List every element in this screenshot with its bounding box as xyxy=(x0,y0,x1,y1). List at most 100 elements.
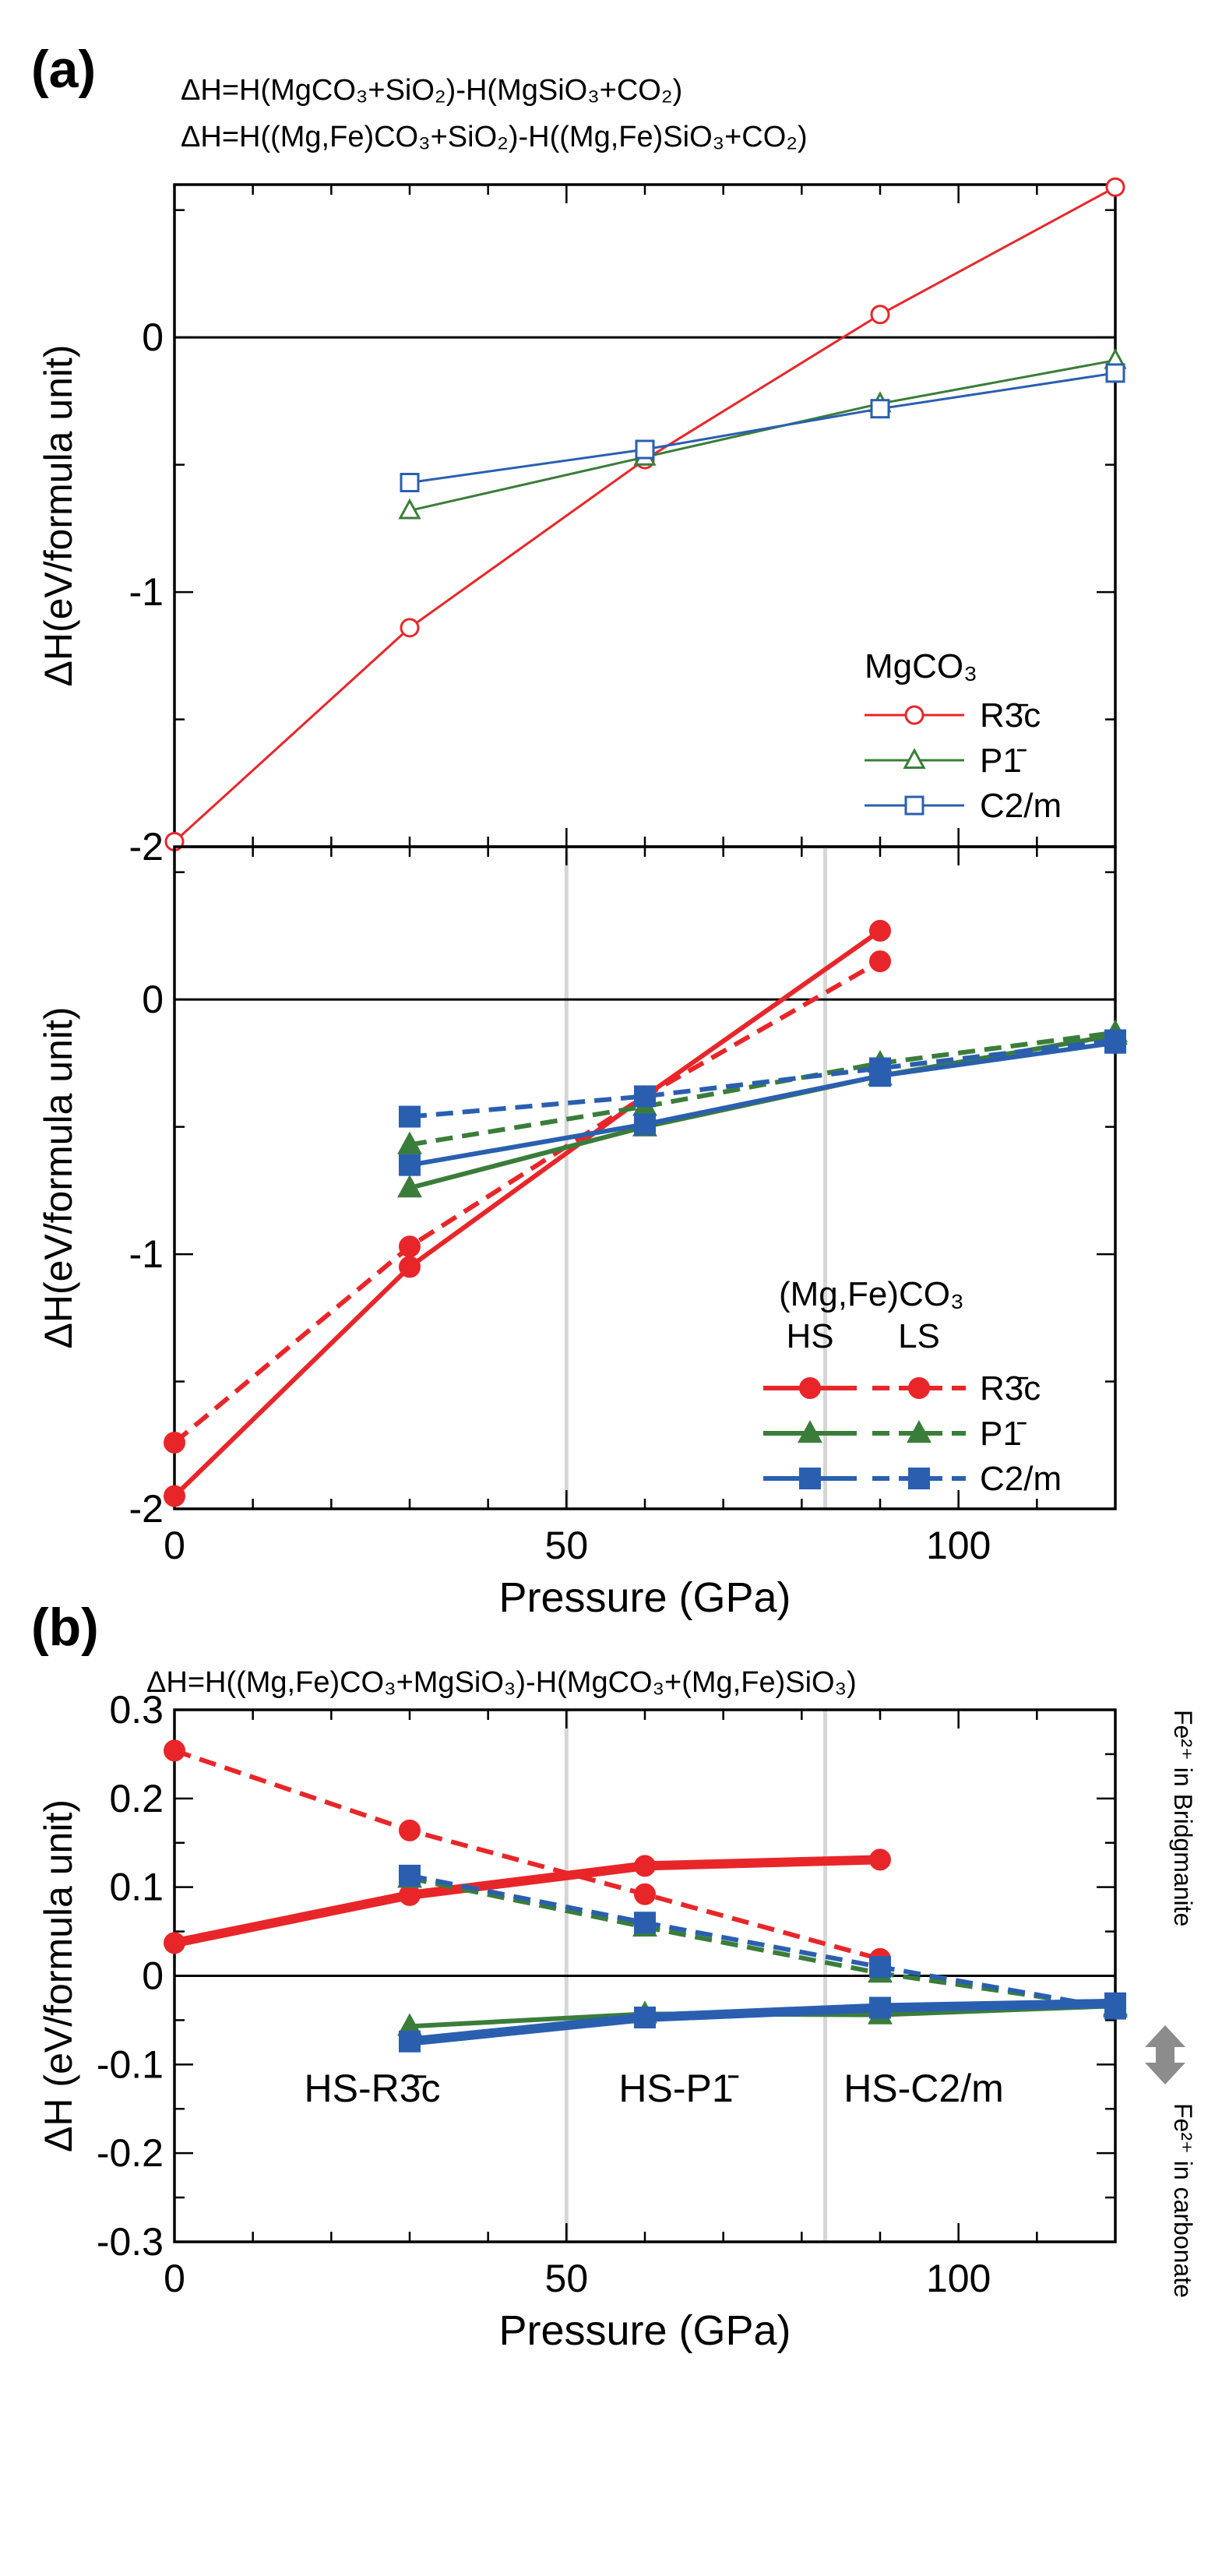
series-p1 xyxy=(398,347,1127,520)
y-tick-label: 0.2 xyxy=(109,1777,164,1820)
legend-marker-ls xyxy=(907,1419,932,1443)
data-point xyxy=(399,1235,421,1258)
series-line xyxy=(409,1998,1116,2046)
series-ls-p1 xyxy=(397,1019,1128,1154)
series-line xyxy=(409,1876,1116,2010)
side-label-carbonate: Fe²⁺ in carbonate xyxy=(1169,2103,1197,2298)
legend-marker-ls xyxy=(908,1377,930,1399)
data-point xyxy=(634,1883,656,1905)
panel-b-label: (b) xyxy=(31,1598,99,1657)
data-point xyxy=(399,1105,421,1128)
data-point xyxy=(399,1819,421,1841)
x-tick-label: 100 xyxy=(926,1524,991,1567)
series-ls-p1 xyxy=(397,1865,1128,2017)
data-point xyxy=(397,1175,422,1198)
chart-a-bottom: -2 -1 0 0 50 100 ΔH(eV/formula unit) Pressure (… xyxy=(37,845,1128,1621)
legend-label: R3̄c xyxy=(980,696,1041,735)
series-line xyxy=(174,1748,881,1961)
data-point xyxy=(634,1113,656,1136)
series-c2-m xyxy=(400,363,1125,492)
data-point xyxy=(634,1855,656,1877)
x-tick-label: 50 xyxy=(545,2257,589,2300)
data-point xyxy=(397,1131,422,1154)
y-tick-label: -0.1 xyxy=(97,2042,164,2086)
data-point xyxy=(869,919,891,942)
data-point xyxy=(399,1154,421,1176)
data-point xyxy=(869,1956,891,1979)
legend-ls-label: LS xyxy=(898,1317,940,1355)
series-hs-r3-c xyxy=(164,1848,891,1954)
legend-label: P1̄ xyxy=(980,742,1027,780)
x-tick-label: 0 xyxy=(164,2257,185,2300)
phase-label-hs-r3-c: HS-R3̄c xyxy=(304,2067,440,2110)
data-point xyxy=(869,1057,891,1080)
legend-label: P1̄ xyxy=(980,1415,1027,1453)
y-tick-label: -0.3 xyxy=(97,2220,164,2264)
plot-frame xyxy=(173,183,1117,848)
data-point xyxy=(400,618,420,638)
legend-item-r3-c: R3̄c xyxy=(763,1369,1041,1408)
y-tick-label: 0 xyxy=(142,315,164,359)
y-tick-label: 0 xyxy=(142,978,164,1021)
data-point xyxy=(1104,1997,1126,2020)
plot-frame xyxy=(173,845,1117,1510)
data-point xyxy=(870,305,890,325)
data-point xyxy=(870,399,890,419)
panel-a-label: (a) xyxy=(31,40,96,99)
phase-label-hs-p1: HS-P1̄ xyxy=(618,2067,738,2110)
y-tick-label: 0.3 xyxy=(109,1688,164,1732)
x-tick-label: 50 xyxy=(545,1524,589,1567)
legend-title: MgCO₃ xyxy=(865,647,977,685)
legend-label: C2/m xyxy=(980,1460,1062,1498)
series-line xyxy=(409,1873,1116,2011)
y-tick-label: -1 xyxy=(129,570,164,614)
legend-marker-hs xyxy=(799,1377,821,1399)
data-point xyxy=(400,473,420,492)
y-axis-label: ΔH(eV/formula unit) xyxy=(37,1006,80,1348)
y-tick-label: 0.1 xyxy=(109,1866,164,1909)
side-annotation: Fe²⁺ in Bridgmanite Fe²⁺ in carbonate xyxy=(1145,1710,1197,2298)
series-hs-p1 xyxy=(397,1021,1128,1198)
data-point xyxy=(1105,177,1125,197)
legend-marker xyxy=(904,705,924,725)
series-line xyxy=(173,959,882,1445)
equation-a2: ΔH=H((Mg,Fe)CO₃+SiO₂)-H((Mg,Fe)SiO₃+CO₂) xyxy=(181,121,808,153)
data-point xyxy=(869,950,891,973)
series-ls-c2-m xyxy=(399,1864,1126,2020)
data-point xyxy=(164,1932,185,1954)
legend-marker-hs xyxy=(799,1468,821,1489)
series-line xyxy=(409,359,1116,512)
side-label-bridgmanite: Fe²⁺ in Bridgmanite xyxy=(1169,1710,1197,1926)
y-tick-label: -1 xyxy=(129,1232,164,1276)
double-arrow-icon xyxy=(1145,2025,1185,2084)
data-point xyxy=(164,1432,185,1454)
y-axis-label: ΔH (eV/formula unit) xyxy=(37,1799,80,2152)
series-line xyxy=(172,929,882,1498)
equation-b: ΔH=H((Mg,Fe)CO₃+MgSiO₃)-H(MgCO₃+(Mg,Fe)S… xyxy=(146,1666,857,1699)
series-line xyxy=(409,1030,1116,1147)
chart-b: -0.3 -0.2 -0.1 0 0.1 0.2 0.3 0 50 100 ΔH (eV/formu… xyxy=(37,1688,1128,2354)
legend-item-p1: P1̄ xyxy=(865,742,1027,780)
series-line xyxy=(409,372,1116,484)
data-point xyxy=(164,1739,185,1762)
x-tick-label: 100 xyxy=(926,2257,991,2300)
data-point xyxy=(869,1996,891,2019)
legend-a-bottom: (Mg,Fe)CO₃ HS LS R3̄c P1̄ C2/m xyxy=(763,1275,1062,1498)
legend-item-r3-c: R3̄c xyxy=(865,696,1041,735)
data-point xyxy=(399,1256,421,1278)
data-point xyxy=(1105,363,1125,383)
series-ls-r3-c xyxy=(164,1739,891,1970)
y-tick-label: 0 xyxy=(142,1954,164,1998)
data-point xyxy=(1104,1029,1126,1052)
data-point xyxy=(398,498,421,520)
phase-label-hs-c2-m: HS-C2/m xyxy=(843,2067,1004,2110)
series-line xyxy=(409,1038,1116,1119)
data-point xyxy=(399,2030,421,2053)
data-point xyxy=(634,2007,656,2029)
legend-marker xyxy=(903,748,926,769)
legend-marker xyxy=(904,795,924,816)
legend-marker-ls xyxy=(908,1468,930,1489)
y-tick-label: -0.2 xyxy=(97,2131,164,2175)
